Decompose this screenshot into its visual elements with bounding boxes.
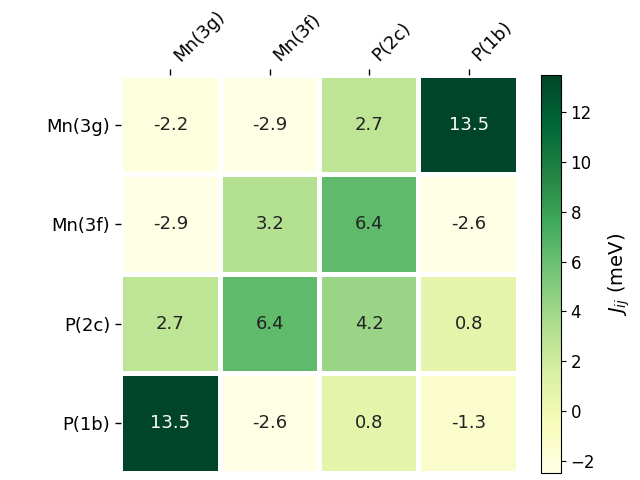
Text: 2.7: 2.7 (355, 116, 383, 134)
Text: -2.9: -2.9 (252, 116, 287, 134)
Bar (123, 177, 218, 272)
Text: 13.5: 13.5 (449, 116, 489, 134)
Bar (422, 276, 516, 371)
Text: 3.2: 3.2 (255, 216, 284, 233)
Text: -2.9: -2.9 (153, 216, 188, 233)
Text: -2.6: -2.6 (451, 216, 486, 233)
Y-axis label: $J_{ij}$ (meV): $J_{ij}$ (meV) (606, 232, 632, 316)
Bar (123, 276, 218, 371)
Text: 13.5: 13.5 (150, 414, 190, 432)
Bar (223, 78, 317, 172)
Bar (422, 177, 516, 272)
Bar (322, 276, 417, 371)
Bar (223, 276, 317, 371)
Bar (223, 177, 317, 272)
Bar (422, 78, 516, 172)
Text: -1.3: -1.3 (451, 414, 486, 432)
Bar (422, 376, 516, 470)
Text: 0.8: 0.8 (454, 315, 483, 333)
Bar (123, 376, 218, 470)
Bar (322, 376, 417, 470)
Text: 2.7: 2.7 (156, 315, 185, 333)
Bar (322, 78, 417, 172)
Bar (223, 376, 317, 470)
Text: 4.2: 4.2 (355, 315, 383, 333)
Text: -2.6: -2.6 (252, 414, 287, 432)
Bar (123, 78, 218, 172)
Text: -2.2: -2.2 (153, 116, 188, 134)
Text: 0.8: 0.8 (355, 414, 383, 432)
Text: 6.4: 6.4 (255, 315, 284, 333)
Bar (322, 177, 417, 272)
Text: 6.4: 6.4 (355, 216, 383, 233)
